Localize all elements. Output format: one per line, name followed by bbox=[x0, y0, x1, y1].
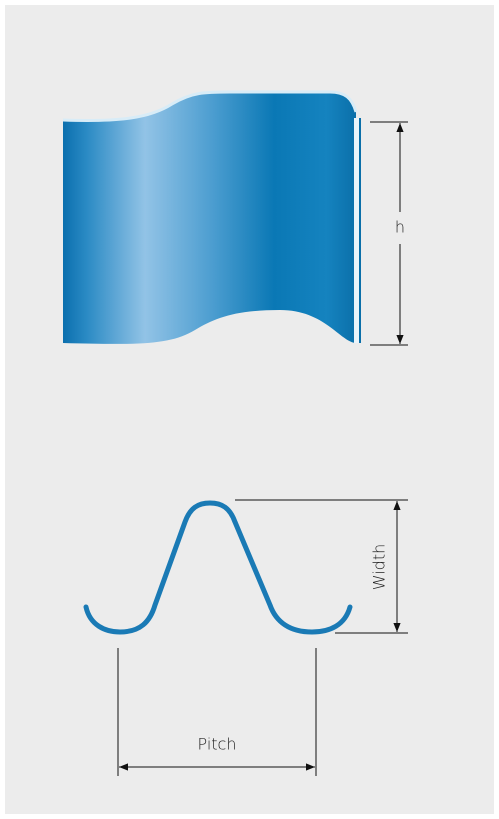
sheet bbox=[63, 92, 356, 344]
sheet-edge bbox=[62, 90, 358, 122]
width-label: Width bbox=[370, 544, 389, 590]
height-label: h bbox=[395, 218, 405, 237]
sheet-edge-side bbox=[354, 118, 359, 343]
pitch-label: Pitch bbox=[198, 735, 237, 754]
sheet-edge-side bbox=[359, 118, 361, 343]
profile bbox=[83, 500, 353, 635]
